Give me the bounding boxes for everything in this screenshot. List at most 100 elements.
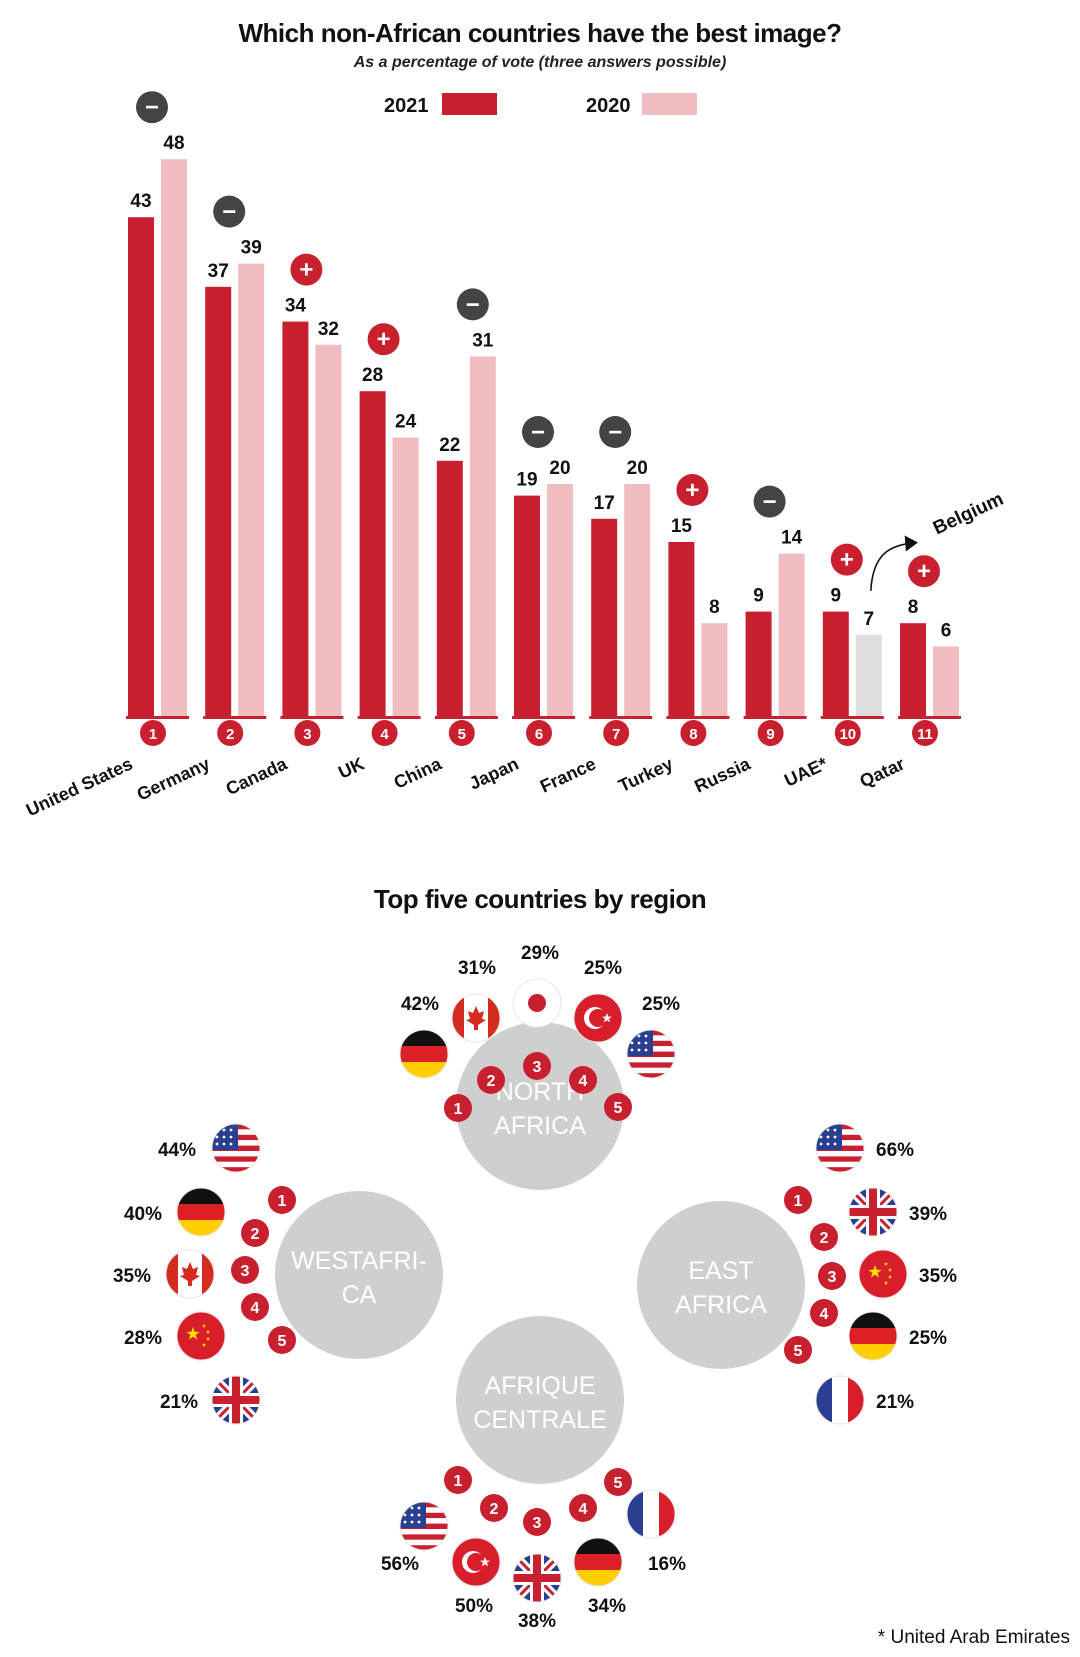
bar-2021-3 — [359, 391, 386, 716]
chart-title: Which non-African countries have the bes… — [238, 18, 842, 48]
change-badge-8 — [753, 485, 786, 518]
region-rank-number-1-3: 4 — [251, 1300, 260, 1317]
region-rank-circle-3-0 — [444, 1466, 472, 1494]
region-rank-circle-0-1 — [477, 1066, 505, 1094]
change-badge-5 — [522, 416, 554, 448]
baseline-7 — [666, 716, 730, 719]
region-rank-number-2-1: 2 — [820, 1230, 829, 1247]
germany-flag-icon — [399, 1029, 449, 1079]
canada-flag-icon — [451, 993, 501, 1043]
usa-flag-icon — [626, 1029, 676, 1079]
data-label-2021-6: 17 — [594, 493, 615, 514]
rank-number-7: 8 — [689, 726, 697, 743]
region-value-1-2: 35% — [113, 1266, 151, 1287]
bar-2020-5 — [547, 484, 573, 716]
change-sign-7: + — [685, 477, 699, 504]
region-circle-0 — [456, 1022, 624, 1190]
data-label-2020-5: 20 — [549, 458, 570, 479]
change-badge-2 — [290, 253, 323, 286]
region-value-1-3: 28% — [124, 1328, 162, 1349]
change-badge-4 — [456, 288, 489, 321]
data-label-2021-8: 9 — [753, 586, 764, 607]
rank-circle-7 — [680, 720, 707, 746]
region-value-1-4: 21% — [160, 1392, 198, 1413]
region-name-1-0: WESTAFRI- — [291, 1247, 427, 1275]
region-value-3-0: 56% — [381, 1554, 419, 1575]
data-label-2020-2: 32 — [318, 319, 339, 340]
category-label-4: China — [391, 753, 446, 793]
data-label-2020-0: 48 — [163, 133, 184, 154]
france-flag-icon — [626, 1489, 676, 1539]
rank-circle-2 — [294, 720, 321, 746]
usa-flag-icon — [211, 1123, 261, 1173]
category-label-8: Russia — [691, 753, 754, 796]
belgium-arrow — [870, 535, 918, 591]
uk-flag-icon — [211, 1375, 261, 1425]
change-badge-3 — [367, 323, 400, 356]
region-rank-number-0-4: 5 — [614, 1100, 623, 1117]
change-sign-10: + — [917, 558, 931, 585]
data-label-2020-9: 7 — [864, 609, 875, 630]
turkey-flag-icon — [451, 1537, 501, 1587]
region-rank-number-0-0: 1 — [454, 1101, 463, 1118]
data-label-2021-7: 15 — [671, 516, 693, 537]
data-label-2021-1: 37 — [208, 261, 229, 282]
rank-number-8: 9 — [766, 726, 774, 743]
region-name-0-1: AFRICA — [494, 1112, 586, 1140]
change-badge-6 — [599, 416, 632, 448]
uk-flag-icon — [848, 1187, 898, 1237]
region-name-3-0: AFRIQUE — [484, 1372, 595, 1400]
region-rank-number-0-2: 3 — [533, 1059, 542, 1076]
rank-circle-8 — [757, 720, 784, 746]
bar-2021-8 — [745, 611, 772, 716]
region-rank-number-0-3: 4 — [579, 1073, 588, 1090]
bar-2020-2 — [315, 344, 342, 716]
region-rank-number-1-0: 1 — [278, 1193, 287, 1210]
bar-2021-2 — [282, 321, 309, 716]
region-rank-circle-3-4 — [604, 1468, 632, 1496]
region-rank-number-3-0: 1 — [454, 1473, 463, 1490]
region-rank-number-1-2: 3 — [241, 1263, 250, 1280]
baseline-10 — [898, 716, 961, 719]
region-name-1-1: CA — [342, 1281, 377, 1309]
data-label-2021-10: 8 — [908, 597, 919, 618]
change-sign-9: + — [840, 547, 854, 574]
region-circle-2 — [637, 1201, 805, 1369]
change-sign-6: − — [608, 419, 622, 446]
region-rank-number-3-1: 2 — [490, 1501, 499, 1518]
category-label-0: United States — [23, 753, 136, 820]
region-diagram: NORTHAFRICA1234542%31%29%25%25%WESTAFRI-… — [113, 943, 957, 1632]
region-rank-circle-1-4 — [268, 1326, 296, 1354]
uk-flag-icon — [512, 1553, 562, 1603]
change-sign-8: − — [763, 489, 777, 516]
germany-flag-icon — [573, 1537, 623, 1587]
data-label-2020-8: 14 — [781, 528, 803, 549]
region-rank-circle-1-3 — [241, 1293, 269, 1321]
region-rank-circle-3-3 — [569, 1494, 597, 1522]
region-rank-circle-0-3 — [569, 1066, 597, 1094]
region-rank-number-0-1: 2 — [487, 1073, 496, 1090]
category-label-5: Japan — [466, 753, 522, 793]
china-flag-icon — [176, 1311, 226, 1361]
legend-label-2021: 2021 — [384, 95, 429, 117]
region-rank-number-1-4: 5 — [278, 1333, 287, 1350]
region-value-2-0: 66% — [876, 1140, 914, 1161]
change-badge-10 — [908, 555, 940, 588]
bar-2020-10 — [933, 646, 959, 716]
data-label-2020-3: 24 — [395, 412, 417, 433]
data-label-2021-9: 9 — [831, 586, 842, 607]
bar-2021-0 — [128, 217, 154, 716]
usa-flag-icon — [815, 1123, 865, 1173]
region-value-0-2: 29% — [521, 943, 559, 964]
region-value-2-2: 35% — [919, 1266, 957, 1287]
region-value-1-1: 40% — [124, 1204, 162, 1225]
bar-2020-1 — [238, 263, 265, 716]
bar-2020-6 — [624, 484, 651, 716]
region-value-0-1: 31% — [458, 958, 496, 979]
bar-2021-5 — [514, 495, 540, 716]
category-label-2: Canada — [223, 753, 291, 799]
rank-number-3: 4 — [380, 726, 389, 743]
rank-circle-3 — [371, 720, 398, 746]
rank-number-9: 10 — [839, 726, 856, 743]
